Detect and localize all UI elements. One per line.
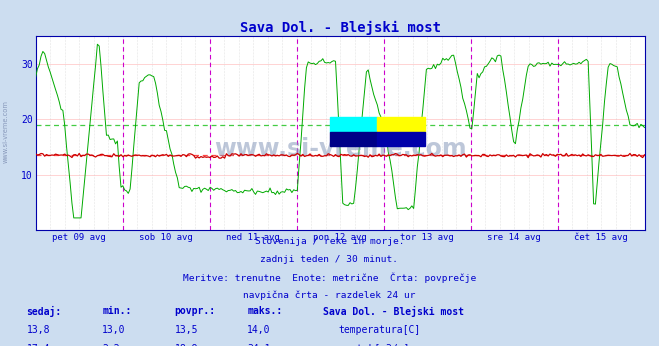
Bar: [330, 131, 378, 146]
Text: povpr.:: povpr.:: [175, 306, 215, 316]
Bar: [330, 117, 378, 131]
Text: 13,8: 13,8: [26, 325, 50, 335]
Text: maks.:: maks.:: [247, 306, 282, 316]
Text: Slovenija / reke in morje.: Slovenija / reke in morje.: [255, 237, 404, 246]
Title: Sava Dol. - Blejski most: Sava Dol. - Blejski most: [239, 21, 441, 35]
Text: www.si-vreme.com: www.si-vreme.com: [214, 137, 467, 161]
Text: Meritve: trenutne  Enote: metrične  Črta: povprečje: Meritve: trenutne Enote: metrične Črta: …: [183, 273, 476, 283]
Text: min.:: min.:: [102, 306, 132, 316]
Text: Sava Dol. - Blejski most: Sava Dol. - Blejski most: [323, 306, 464, 317]
Text: navpična črta - razdelek 24 ur: navpična črta - razdelek 24 ur: [243, 291, 416, 300]
Text: 34,1: 34,1: [247, 344, 271, 346]
Text: 2,2: 2,2: [102, 344, 120, 346]
Text: 18,9: 18,9: [175, 344, 198, 346]
Text: www.si-vreme.com: www.si-vreme.com: [2, 100, 9, 163]
Text: 13,0: 13,0: [102, 325, 126, 335]
Text: zadnji teden / 30 minut.: zadnji teden / 30 minut.: [260, 255, 399, 264]
Text: 14,0: 14,0: [247, 325, 271, 335]
Text: 13,5: 13,5: [175, 325, 198, 335]
Text: 17,4: 17,4: [26, 344, 50, 346]
Text: sedaj:: sedaj:: [26, 306, 61, 317]
Text: temperatura[C]: temperatura[C]: [339, 325, 421, 335]
Bar: [378, 117, 425, 131]
Bar: [378, 131, 425, 146]
Text: pretok[m3/s]: pretok[m3/s]: [339, 344, 409, 346]
